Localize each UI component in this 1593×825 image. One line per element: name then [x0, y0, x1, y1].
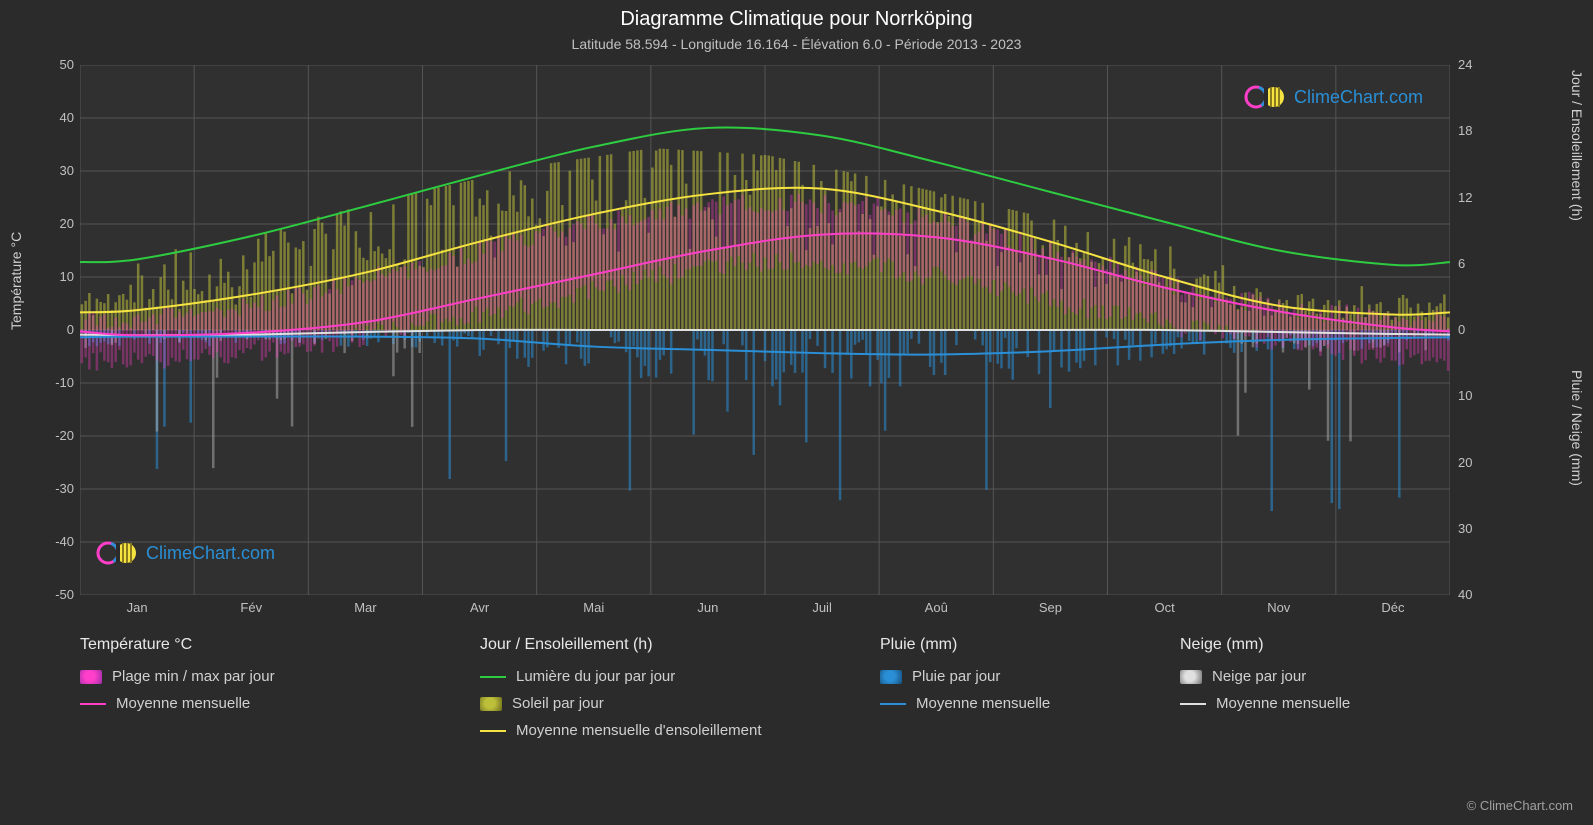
legend-item-label: Lumière du jour par jour — [516, 668, 675, 685]
y-left-tick: 20 — [60, 216, 74, 231]
y-left-tick: 10 — [60, 269, 74, 284]
logo-icon — [96, 540, 140, 566]
y-axis-right-top-label: Jour / Ensoleillement (h) — [1569, 70, 1585, 221]
legend-group: Jour / Ensoleillement (h) Lumière du jour… — [480, 636, 880, 739]
legend-line-icon — [480, 730, 506, 732]
legend-item: Lumière du jour par jour — [480, 668, 880, 685]
legend-item: Pluie par jour — [880, 668, 1180, 685]
x-tick: Mar — [354, 600, 376, 615]
x-tick: Jun — [697, 600, 718, 615]
y-left-tick: 40 — [60, 110, 74, 125]
x-axis-ticks: Jan Fév Mar Avr Mai Jun Juil Aoû Sep Oct Nov Déc — [80, 600, 1450, 620]
legend-item-label: Neige par jour — [1212, 668, 1306, 685]
legend-swatch-icon — [1180, 670, 1202, 684]
legend-line-icon — [80, 703, 106, 705]
x-tick: Avr — [470, 600, 489, 615]
x-tick: Nov — [1267, 600, 1290, 615]
legend-header: Pluie (mm) — [880, 636, 1180, 654]
watermark-text: ClimeChart.com — [1294, 87, 1423, 108]
legend-header: Neige (mm) — [1180, 636, 1480, 654]
legend-item-label: Pluie par jour — [912, 668, 1000, 685]
legend-swatch-icon — [80, 670, 102, 684]
chart-title: Diagramme Climatique pour Norrköping — [0, 8, 1593, 31]
legend: Température °C Plage min / max par jour Mo… — [80, 636, 1520, 739]
x-tick: Sep — [1039, 600, 1062, 615]
x-tick: Juil — [812, 600, 832, 615]
logo-icon — [1244, 84, 1288, 110]
legend-group: Température °C Plage min / max par jour Mo… — [80, 636, 480, 739]
y-right-top-tick: 0 — [1458, 322, 1465, 337]
y-left-tick: 0 — [67, 322, 74, 337]
watermark-text: ClimeChart.com — [146, 543, 275, 564]
x-tick: Oct — [1154, 600, 1174, 615]
legend-swatch-icon — [880, 670, 902, 684]
x-tick: Jan — [127, 600, 148, 615]
y-left-tick: -30 — [55, 481, 74, 496]
watermark: ClimeChart.com — [96, 540, 275, 566]
plot-svg — [80, 65, 1450, 595]
y-right-top-tick: 18 — [1458, 123, 1472, 138]
y-left-tick: 50 — [60, 57, 74, 72]
legend-header: Jour / Ensoleillement (h) — [480, 636, 880, 654]
legend-item: Moyenne mensuelle d'ensoleillement — [480, 722, 880, 739]
y-left-tick: -20 — [55, 428, 74, 443]
legend-swatch-icon — [480, 697, 502, 711]
chart-subtitle: Latitude 58.594 - Longitude 16.164 - Élé… — [0, 36, 1593, 52]
legend-line-icon — [1180, 703, 1206, 705]
legend-item: Soleil par jour — [480, 695, 880, 712]
y-left-tick: -10 — [55, 375, 74, 390]
legend-group: Pluie (mm) Pluie par jour Moyenne mensuell… — [880, 636, 1180, 739]
legend-item-label: Moyenne mensuelle — [916, 695, 1050, 712]
x-tick: Fév — [240, 600, 262, 615]
legend-item: Moyenne mensuelle — [880, 695, 1180, 712]
copyright-label: © ClimeChart.com — [1467, 798, 1573, 813]
legend-line-icon — [880, 703, 906, 705]
x-tick: Déc — [1381, 600, 1404, 615]
y-axis-left-label: Température °C — [8, 232, 24, 330]
x-tick: Mai — [583, 600, 604, 615]
legend-item: Moyenne mensuelle — [1180, 695, 1480, 712]
legend-line-icon — [480, 676, 506, 678]
chart-container: Diagramme Climatique pour Norrköping Lat… — [0, 0, 1593, 825]
y-right-bottom-tick: 40 — [1458, 587, 1472, 602]
legend-item: Moyenne mensuelle — [80, 695, 480, 712]
legend-item-label: Moyenne mensuelle — [116, 695, 250, 712]
legend-item-label: Moyenne mensuelle — [1216, 695, 1350, 712]
y-right-top-tick: 12 — [1458, 190, 1472, 205]
legend-item: Neige par jour — [1180, 668, 1480, 685]
y-right-top-tick: 6 — [1458, 256, 1465, 271]
plot-area — [80, 65, 1450, 595]
y-left-tick: 30 — [60, 163, 74, 178]
legend-item-label: Plage min / max par jour — [112, 668, 275, 685]
legend-item-label: Moyenne mensuelle d'ensoleillement — [516, 722, 762, 739]
y-right-bottom-tick: 20 — [1458, 455, 1472, 470]
y-right-top-tick: 24 — [1458, 57, 1472, 72]
y-axis-right-bottom-label: Pluie / Neige (mm) — [1569, 370, 1585, 486]
x-tick: Aoû — [925, 600, 948, 615]
legend-item: Plage min / max par jour — [80, 668, 480, 685]
legend-item-label: Soleil par jour — [512, 695, 604, 712]
legend-group: Neige (mm) Neige par jour Moyenne mensuell… — [1180, 636, 1480, 739]
y-right-bottom-tick: 10 — [1458, 388, 1472, 403]
y-left-tick: -50 — [55, 587, 74, 602]
legend-header: Température °C — [80, 636, 480, 654]
watermark: ClimeChart.com — [1244, 84, 1423, 110]
y-right-bottom-tick: 30 — [1458, 521, 1472, 536]
y-left-tick: -40 — [55, 534, 74, 549]
